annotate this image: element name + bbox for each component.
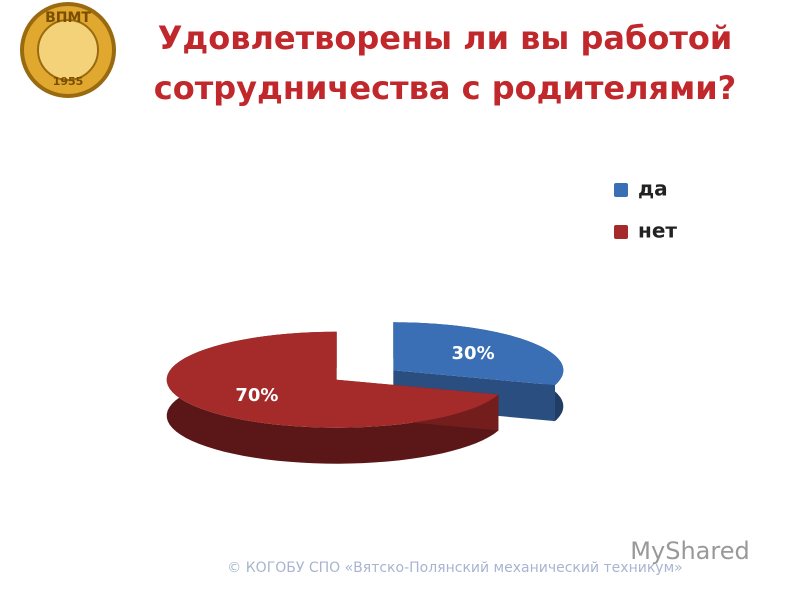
- logo-text: ВПМТ: [45, 10, 91, 26]
- pie-slice: [166, 331, 499, 428]
- data-label: 30%: [452, 343, 495, 364]
- footer: © КОГОБУ СПО «Вятско-Полянский механичес…: [227, 560, 682, 576]
- logo-center: [37, 19, 99, 81]
- chart-title: сотрудничества с родителями?: [154, 69, 736, 107]
- legend-label: нет: [638, 219, 677, 243]
- data-label: 70%: [235, 385, 278, 406]
- watermark: MyShared: [630, 537, 749, 565]
- legend-swatch: [614, 183, 628, 197]
- pie-slice: [393, 322, 564, 386]
- chart-title: Удовлетворены ли вы работой: [158, 19, 733, 57]
- legend-label: да: [638, 177, 668, 201]
- logo: ВПМТ 1955: [20, 2, 116, 98]
- legend-swatch: [614, 225, 628, 239]
- logo-year: 1955: [53, 75, 84, 88]
